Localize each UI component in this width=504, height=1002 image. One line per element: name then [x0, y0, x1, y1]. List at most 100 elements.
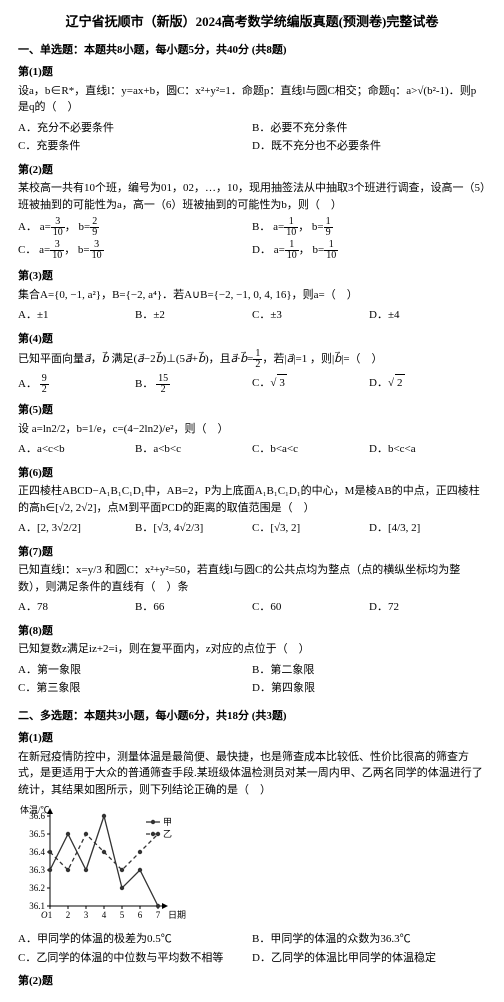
svg-text:3: 3	[84, 910, 89, 920]
frac-d: 9	[90, 228, 99, 238]
q1-options: A．充分不必要条件 B．必要不充分条件 C．充要条件 D．既不充分也不必要条件	[18, 119, 486, 156]
section1-heading: 一、单选题：本题共8小题，每小题5分，共40分 (共8题)	[18, 42, 486, 59]
q3-opt-c: C．±3	[252, 306, 369, 325]
svg-text:体温/℃: 体温/℃	[20, 804, 50, 815]
svg-text:7: 7	[156, 910, 161, 920]
opt-prefix: B．	[135, 378, 153, 390]
q1-number: 第(1)题	[18, 64, 486, 81]
q5-opt-d: D．b<c<a	[369, 440, 486, 459]
q8-opt-c: C．第三象限	[18, 679, 252, 698]
q4-opt-c: C．√3	[252, 373, 369, 396]
s2q2-number: 第(2)题	[18, 973, 486, 990]
q1-opt-a: A．充分不必要条件	[18, 119, 252, 138]
q1-opt-c: C．充要条件	[18, 137, 252, 156]
frac-d: 10	[285, 251, 299, 261]
opt-prefix: D．	[252, 244, 271, 256]
q4-number: 第(4)题	[18, 331, 486, 348]
q8-options: A．第一象限 B．第二象限 C．第三象限 D．第四象限	[18, 661, 486, 698]
q6-text: 正四棱柱ABCD−A₁B₁C₁D₁中，AB=2，P为上底面A₁B₁C₁D₁的中心…	[18, 483, 486, 516]
q1-opt-b: B．必要不充分条件	[252, 119, 486, 138]
opt-prefix: C．	[18, 244, 36, 256]
s2q1-opt-d: D．乙同学的体温比甲同学的体温稳定	[252, 949, 486, 968]
q7-opt-d: D．72	[369, 598, 486, 617]
s2q1-opt-c: C．乙同学的体温的中位数与平均数不相等	[18, 949, 252, 968]
section2-heading: 二、多选题：本题共3小题，每小题6分，共18分 (共3题)	[18, 708, 486, 725]
q7-opt-a: A．78	[18, 598, 135, 617]
q2-options: A． a=310， b=29 B． a=110， b=19 C． a=310， …	[18, 216, 486, 262]
q5-text: 设 a=ln2/2，b=1/e，c=(4−2ln2)/e²，则（ ）	[18, 421, 486, 438]
q6-number: 第(6)题	[18, 465, 486, 482]
q2-opt-a: A． a=310， b=29	[18, 216, 252, 239]
q5-number: 第(5)题	[18, 402, 486, 419]
svg-text:36.4: 36.4	[29, 847, 45, 857]
q3-opt-d: D．±4	[369, 306, 486, 325]
svg-text:日期: 日期	[168, 910, 186, 920]
q8-number: 第(8)题	[18, 623, 486, 640]
q5-opt-a: A．a<c<b	[18, 440, 135, 459]
temperature-chart: 36.636.536.436.336.236.11234567体温/℃日期O甲乙	[18, 804, 486, 924]
q3-opt-a: A．±1	[18, 306, 135, 325]
s2q1-text: 在新冠疫情防控中，测量体温是最简便、最快捷，也是筛查成本比较低、性价比很高的筛查…	[18, 749, 486, 799]
s2q1-opt-a: A．甲同学的体温的极差为0.5℃	[18, 930, 252, 949]
chart-svg: 36.636.536.436.336.236.11234567体温/℃日期O甲乙	[18, 804, 188, 924]
q3-number: 第(3)题	[18, 268, 486, 285]
q2-opt-b: B． a=110， b=19	[252, 216, 486, 239]
svg-text:2: 2	[66, 910, 71, 920]
s2q1-opt-b: B．甲同学的体温的众数为36.3℃	[252, 930, 486, 949]
q1-text: 设a，b∈R*，直线l：y=ax+b，圆C：x²+y²=1．命题p：直线l与圆C…	[18, 83, 486, 116]
q6-options: A．[2, 3√2/2] B．[√3, 4√2/3] C．[√3, 2] D．[…	[18, 519, 486, 538]
q5-opt-c: C．b<a<c	[252, 440, 369, 459]
opt-prefix: D．	[369, 377, 388, 389]
q4-pre: 已知平面向量	[18, 353, 84, 365]
q2-opt-c: C． a=310， b=310	[18, 239, 252, 262]
frac-d: 2	[156, 385, 170, 395]
frac-d: 10	[51, 228, 65, 238]
svg-text:6: 6	[138, 910, 143, 920]
q6-opt-d: D．[4/3, 2]	[369, 519, 486, 538]
q6-opt-a: A．[2, 3√2/2]	[18, 519, 135, 538]
svg-text:1: 1	[48, 910, 53, 920]
q1-opt-d: D．既不充分也不必要条件	[252, 137, 486, 156]
q7-opt-b: B．66	[135, 598, 252, 617]
frac-d: 9	[324, 228, 333, 238]
frac-d: 2	[253, 360, 262, 370]
q4-mid: 满足	[111, 353, 133, 365]
q3-options: A．±1 B．±2 C．±3 D．±4	[18, 306, 486, 325]
svg-text:36.2: 36.2	[29, 883, 45, 893]
frac-d: 10	[284, 228, 298, 238]
s2q1-options: A．甲同学的体温的极差为0.5℃ B．甲同学的体温的众数为36.3℃ C．乙同学…	[18, 930, 486, 967]
opt-prefix: B．	[252, 221, 270, 233]
q7-number: 第(7)题	[18, 544, 486, 561]
q4-opt-b: B． 152	[135, 373, 252, 396]
q6-opt-c: C．[√3, 2]	[252, 519, 369, 538]
q5-opt-b: B．a<b<c	[135, 440, 252, 459]
q4-post: ，则	[310, 353, 332, 365]
q3-text: 集合A={0, −1, a²}，B={−2, a⁴}．若A∪B={−2, −1,…	[18, 287, 486, 304]
q2-number: 第(2)题	[18, 162, 486, 179]
sqrt-val: 3	[277, 374, 287, 392]
q6-opt-b: B．[√3, 4√2/3]	[135, 519, 252, 538]
svg-text:5: 5	[120, 910, 125, 920]
frac-d: 10	[90, 251, 104, 261]
svg-text:36.5: 36.5	[29, 829, 45, 839]
q4-opt-d: D．√2	[369, 373, 486, 396]
q4-opt-a: A． 92	[18, 373, 135, 396]
q8-opt-a: A．第一象限	[18, 661, 252, 680]
s2q1-number: 第(1)题	[18, 730, 486, 747]
q7-options: A．78 B．66 C．60 D．72	[18, 598, 486, 617]
q8-opt-b: B．第二象限	[252, 661, 486, 680]
svg-text:甲: 甲	[163, 817, 172, 827]
svg-text:乙: 乙	[163, 829, 172, 839]
frac-d: 2	[40, 385, 49, 395]
svg-text:4: 4	[102, 910, 107, 920]
opt-prefix: A．	[18, 221, 37, 233]
exam-title: 辽宁省抚顺市（新版）2024高考数学统编版真题(预测卷)完整试卷	[18, 12, 486, 32]
svg-text:36.3: 36.3	[29, 865, 45, 875]
frac-d: 10	[324, 251, 338, 261]
q4-text: 已知平面向量a⃗，b⃗ 满足(a⃗−2b⃗)⊥(5a⃗+b⃗)，且a⃗·b⃗=1…	[18, 349, 486, 370]
q5-options: A．a<c<b B．a<b<c C．b<a<c D．b<c<a	[18, 440, 486, 459]
opt-prefix: A．	[18, 378, 37, 390]
q8-opt-d: D．第四象限	[252, 679, 486, 698]
q8-text: 已知复数z满足iz+2=i，则在复平面内，z对应的点位于（ ）	[18, 641, 486, 658]
frac-d: 10	[50, 251, 64, 261]
